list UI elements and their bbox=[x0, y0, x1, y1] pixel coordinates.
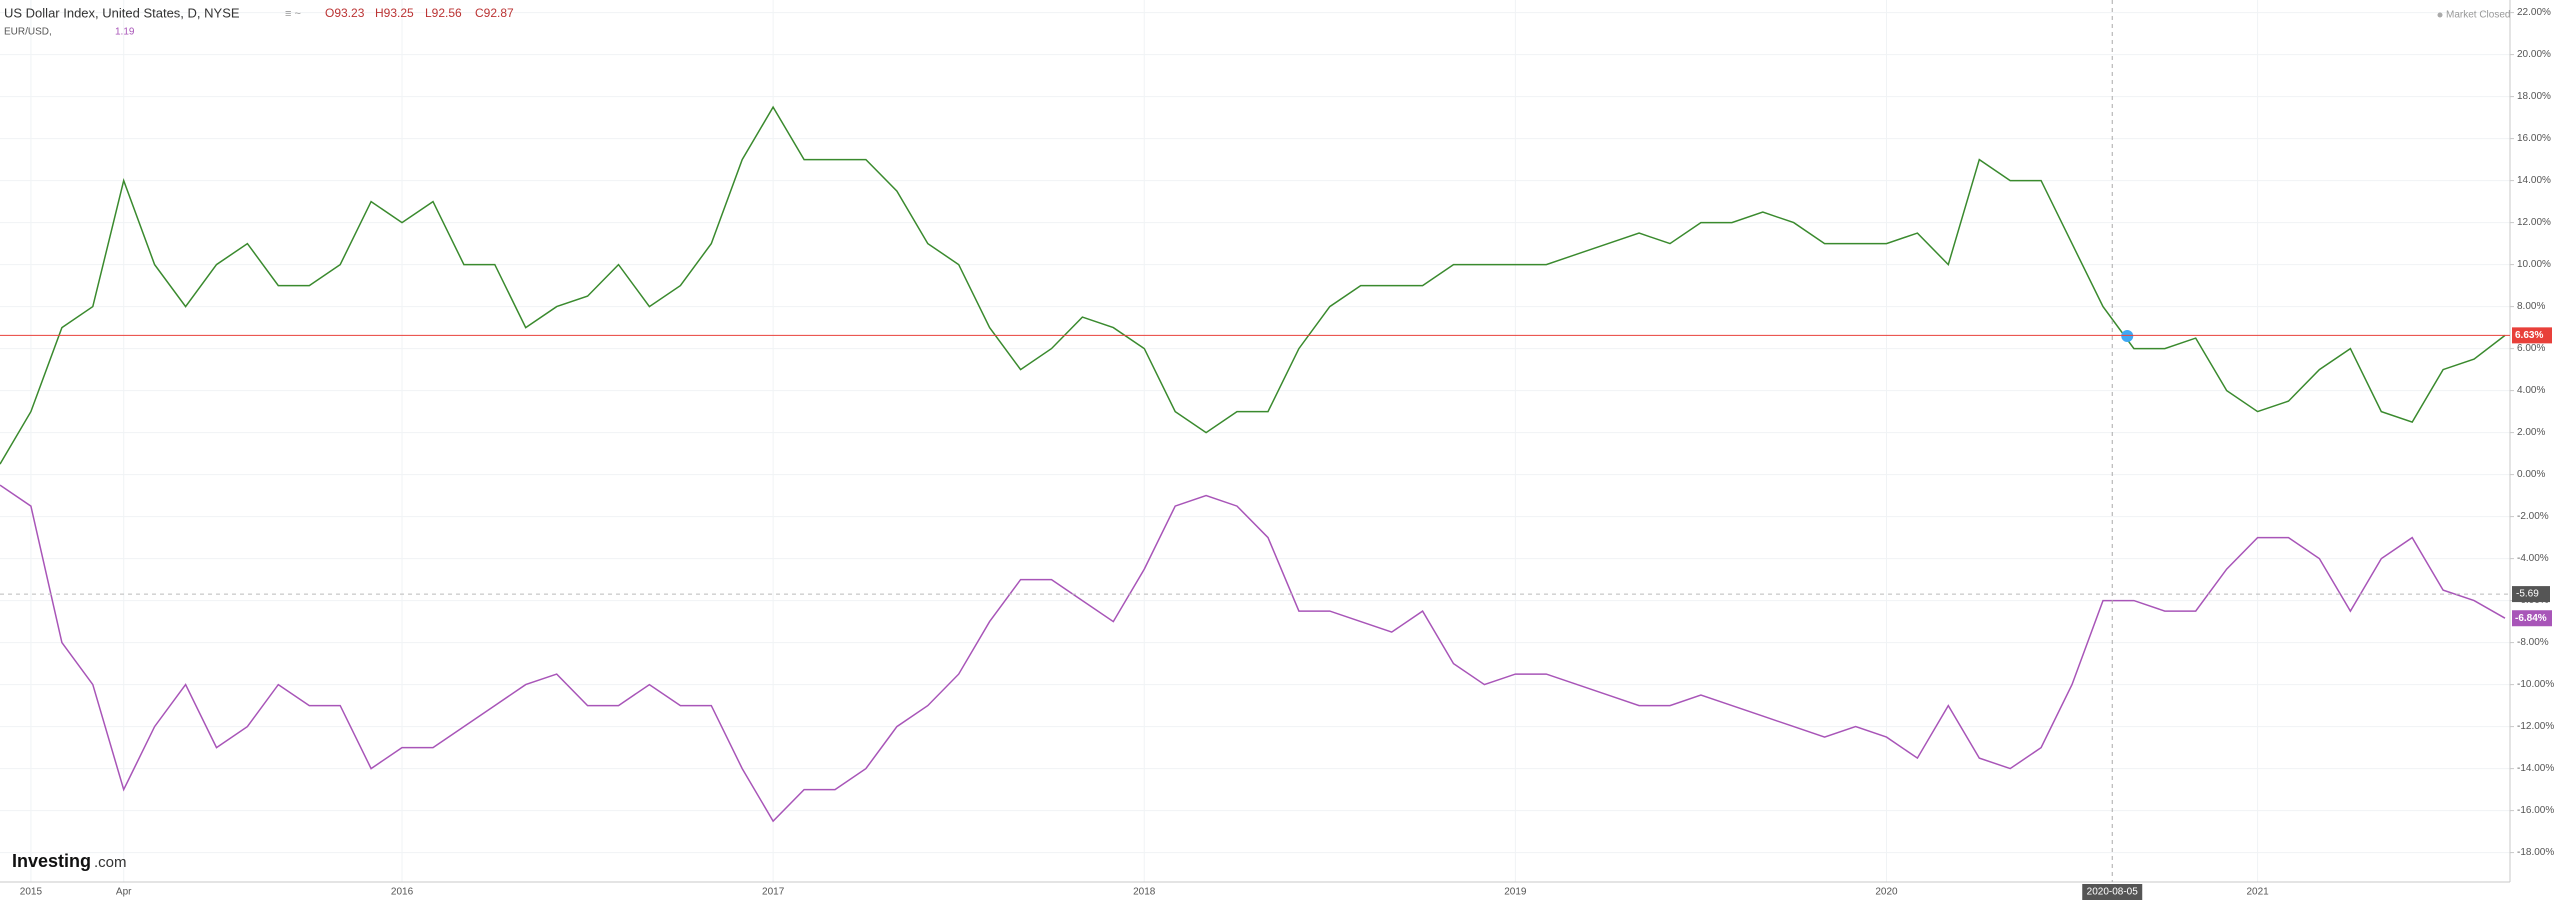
y-tick-label: -18.00% bbox=[2517, 847, 2554, 858]
x-tick-label: Apr bbox=[116, 887, 132, 898]
x-tick-label: 2019 bbox=[1504, 887, 1527, 898]
y-tick-label: 16.00% bbox=[2517, 133, 2551, 144]
y-tick-label: -8.00% bbox=[2517, 637, 2549, 648]
ohlc-open: O93.23 bbox=[325, 6, 365, 20]
logo-suffix: .com bbox=[94, 854, 127, 871]
chart-title: US Dollar Index, United States, D, NYSE bbox=[4, 5, 240, 20]
y-tick-label: 18.00% bbox=[2517, 91, 2551, 102]
x-tick-label: 2021 bbox=[2246, 887, 2269, 898]
status-dot bbox=[2437, 12, 2443, 18]
x-tick-label: 2017 bbox=[762, 887, 785, 898]
y-tick-label: -2.00% bbox=[2517, 511, 2549, 522]
y-tick-label: 20.00% bbox=[2517, 49, 2551, 60]
market-status: Market Closed bbox=[2446, 10, 2510, 21]
ohlc-high: H93.25 bbox=[375, 6, 414, 20]
crosshair-x-box bbox=[2082, 884, 2143, 900]
y-tick-label: 12.00% bbox=[2517, 217, 2551, 228]
last-value-label: 6.63% bbox=[2515, 330, 2543, 341]
x-tick-label: 2020 bbox=[1875, 887, 1898, 898]
y-tick-label: 0.00% bbox=[2517, 469, 2545, 480]
series-line bbox=[0, 484, 2506, 823]
logo: Investing bbox=[12, 851, 91, 871]
marks bbox=[0, 105, 2506, 823]
y-tick-label: 8.00% bbox=[2517, 301, 2545, 312]
y-tick-label: 22.00% bbox=[2517, 7, 2551, 18]
title-caret: ≡ ~ bbox=[285, 8, 301, 20]
crosshair-x-label: 2020-08-05 bbox=[2087, 887, 2139, 898]
y-tick-label: -10.00% bbox=[2517, 679, 2554, 690]
crosshair-y-label: -5.69 bbox=[2516, 589, 2539, 600]
y-tick-label: -4.00% bbox=[2517, 553, 2549, 564]
last-value-box bbox=[2512, 610, 2552, 627]
grid bbox=[0, 0, 2510, 882]
y-tick-label: 4.00% bbox=[2517, 385, 2545, 396]
last-value-label: -6.84% bbox=[2515, 613, 2547, 624]
y-tick-label: -16.00% bbox=[2517, 805, 2554, 816]
compare-value: 1.19 bbox=[115, 27, 135, 38]
event-marker bbox=[2121, 330, 2134, 342]
crosshair-y-box bbox=[2512, 586, 2550, 603]
series-line bbox=[0, 105, 2506, 465]
y-tick-label: 14.00% bbox=[2517, 175, 2551, 186]
y-tick-label: 2.00% bbox=[2517, 427, 2545, 438]
compare-name: EUR/USD, bbox=[4, 27, 52, 38]
ohlc-low: L92.56 bbox=[425, 6, 462, 20]
x-tick-label: 2018 bbox=[1133, 887, 1156, 898]
y-tick-label: 6.00% bbox=[2517, 343, 2545, 354]
x-tick-label: 2015 bbox=[20, 887, 43, 898]
y-tick-label: -12.00% bbox=[2517, 721, 2554, 732]
last-value-box bbox=[2512, 327, 2552, 344]
y-tick-label: 10.00% bbox=[2517, 259, 2551, 270]
x-tick-label: 2016 bbox=[391, 887, 414, 898]
y-tick-label: -14.00% bbox=[2517, 763, 2554, 774]
ohlc-close: C92.87 bbox=[475, 6, 514, 20]
